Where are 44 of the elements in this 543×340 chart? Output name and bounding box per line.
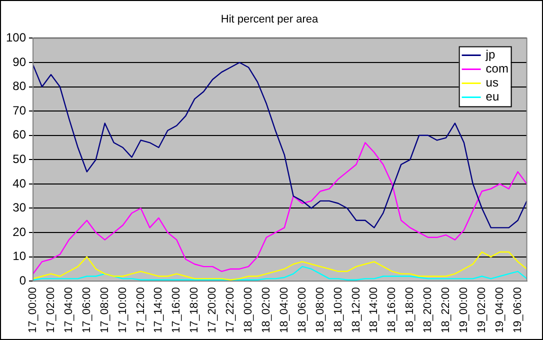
x-tick-label: 17_12:00	[134, 287, 147, 334]
y-tick-label: 70	[12, 103, 26, 118]
y-tick-label: 40	[12, 176, 26, 190]
y-tick-label: 50	[12, 152, 26, 166]
x-tick-label: 19_06:00	[512, 287, 524, 334]
y-tick-label: 90	[12, 54, 26, 69]
y-tick-label: 60	[12, 128, 26, 142]
x-tick-label: 17_06:00	[80, 287, 93, 334]
x-tick-label: 18_16:00	[386, 287, 398, 334]
x-tick-label: 18_06:00	[296, 287, 308, 334]
x-tick-label: 17_10:00	[116, 287, 129, 334]
x-tick-label: 17_04:00	[62, 287, 75, 334]
x-tick-label: 18_12:00	[350, 287, 362, 334]
y-tick-label: 100	[6, 30, 26, 45]
x-tick-label: 18_18:00	[404, 287, 416, 334]
x-tick-label: 17_22:00	[224, 287, 237, 334]
x-tick-label: 17_14:00	[152, 287, 165, 334]
x-tick-label: 18_04:00	[278, 287, 290, 334]
chart-title: Hit percent per area	[220, 14, 319, 26]
x-tick-label: 18_22:00	[440, 287, 452, 334]
legend-label: jp	[484, 48, 496, 62]
x-tick-label: 17_02:00	[45, 287, 58, 334]
x-tick-label: 19_02:00	[476, 287, 488, 334]
x-tick-label: 19_00:00	[458, 287, 470, 334]
x-tick-label: 18_00:00	[242, 287, 255, 334]
y-tick-label: 0	[19, 273, 26, 288]
x-tick-label: 18_10:00	[332, 287, 344, 334]
legend-label: us	[486, 76, 498, 90]
x-tick-label: 17_08:00	[98, 287, 111, 334]
x-tick-label: 18_20:00	[422, 287, 434, 334]
y-tick-label: 20	[12, 224, 26, 239]
x-tick-label: 17_18:00	[188, 287, 201, 334]
legend-label: eu	[486, 90, 500, 104]
x-tick-label: 18_08:00	[314, 287, 326, 334]
y-tick-label: 80	[12, 79, 26, 94]
y-tick-label: 10	[12, 249, 26, 264]
x-tick-label: 19_04:00	[494, 287, 506, 334]
x-tick-label: 18_14:00	[368, 287, 380, 334]
x-tick-label: 17_16:00	[170, 287, 183, 334]
x-tick-label: 18_02:00	[260, 287, 272, 334]
x-tick-label: 17_20:00	[206, 287, 219, 334]
legend-label: com	[486, 62, 508, 76]
y-tick-label: 30	[12, 200, 26, 215]
x-tick-label: 17_00:00	[27, 287, 40, 334]
